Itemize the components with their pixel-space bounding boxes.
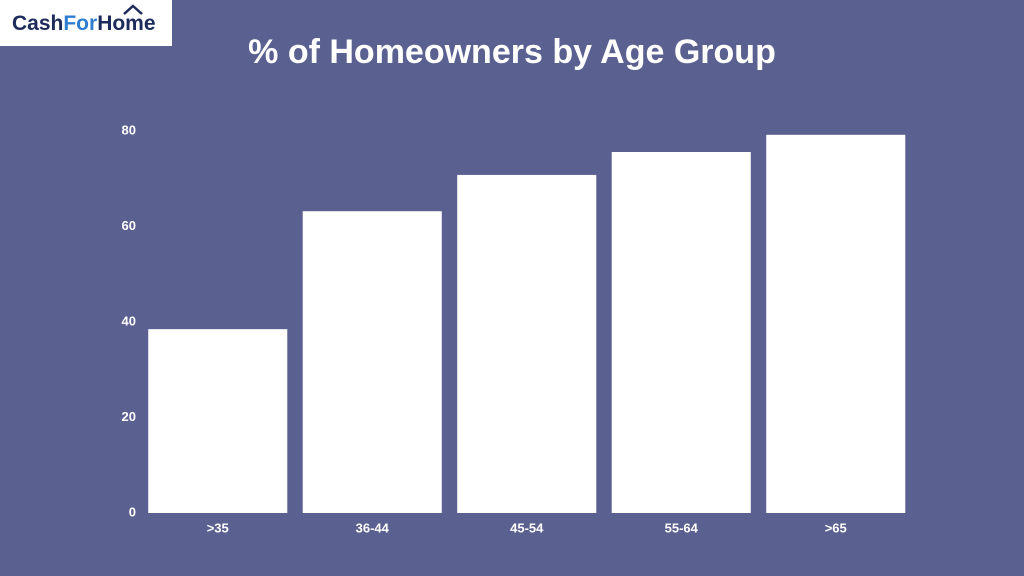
bar	[611, 152, 751, 513]
y-tick-label: 20	[122, 409, 136, 424]
bar	[766, 134, 906, 513]
x-tick-label: 55-64	[665, 520, 699, 535]
logo-part: Cash	[12, 12, 63, 35]
x-tick-label: >35	[207, 520, 229, 535]
y-tick-label: 60	[122, 218, 136, 233]
y-tick-label: 40	[122, 313, 136, 328]
y-tick-label: 0	[129, 504, 136, 519]
logo-box	[0, 0, 172, 46]
chart-title: % of Homeowners by Age Group	[248, 33, 776, 71]
logo: CashForHome	[0, 0, 172, 46]
logo-part: Home	[97, 12, 155, 35]
logo-text: CashForHome	[12, 12, 156, 35]
x-tick-label: 36-44	[356, 520, 390, 535]
bar	[302, 211, 442, 513]
logo-roof	[123, 4, 143, 15]
y-tick-label: 80	[122, 122, 136, 137]
bar	[148, 329, 288, 513]
bar	[457, 174, 597, 513]
x-tick-label: >65	[825, 520, 847, 535]
x-tick-label: 45-54	[510, 520, 544, 535]
logo-part: For	[63, 12, 97, 35]
